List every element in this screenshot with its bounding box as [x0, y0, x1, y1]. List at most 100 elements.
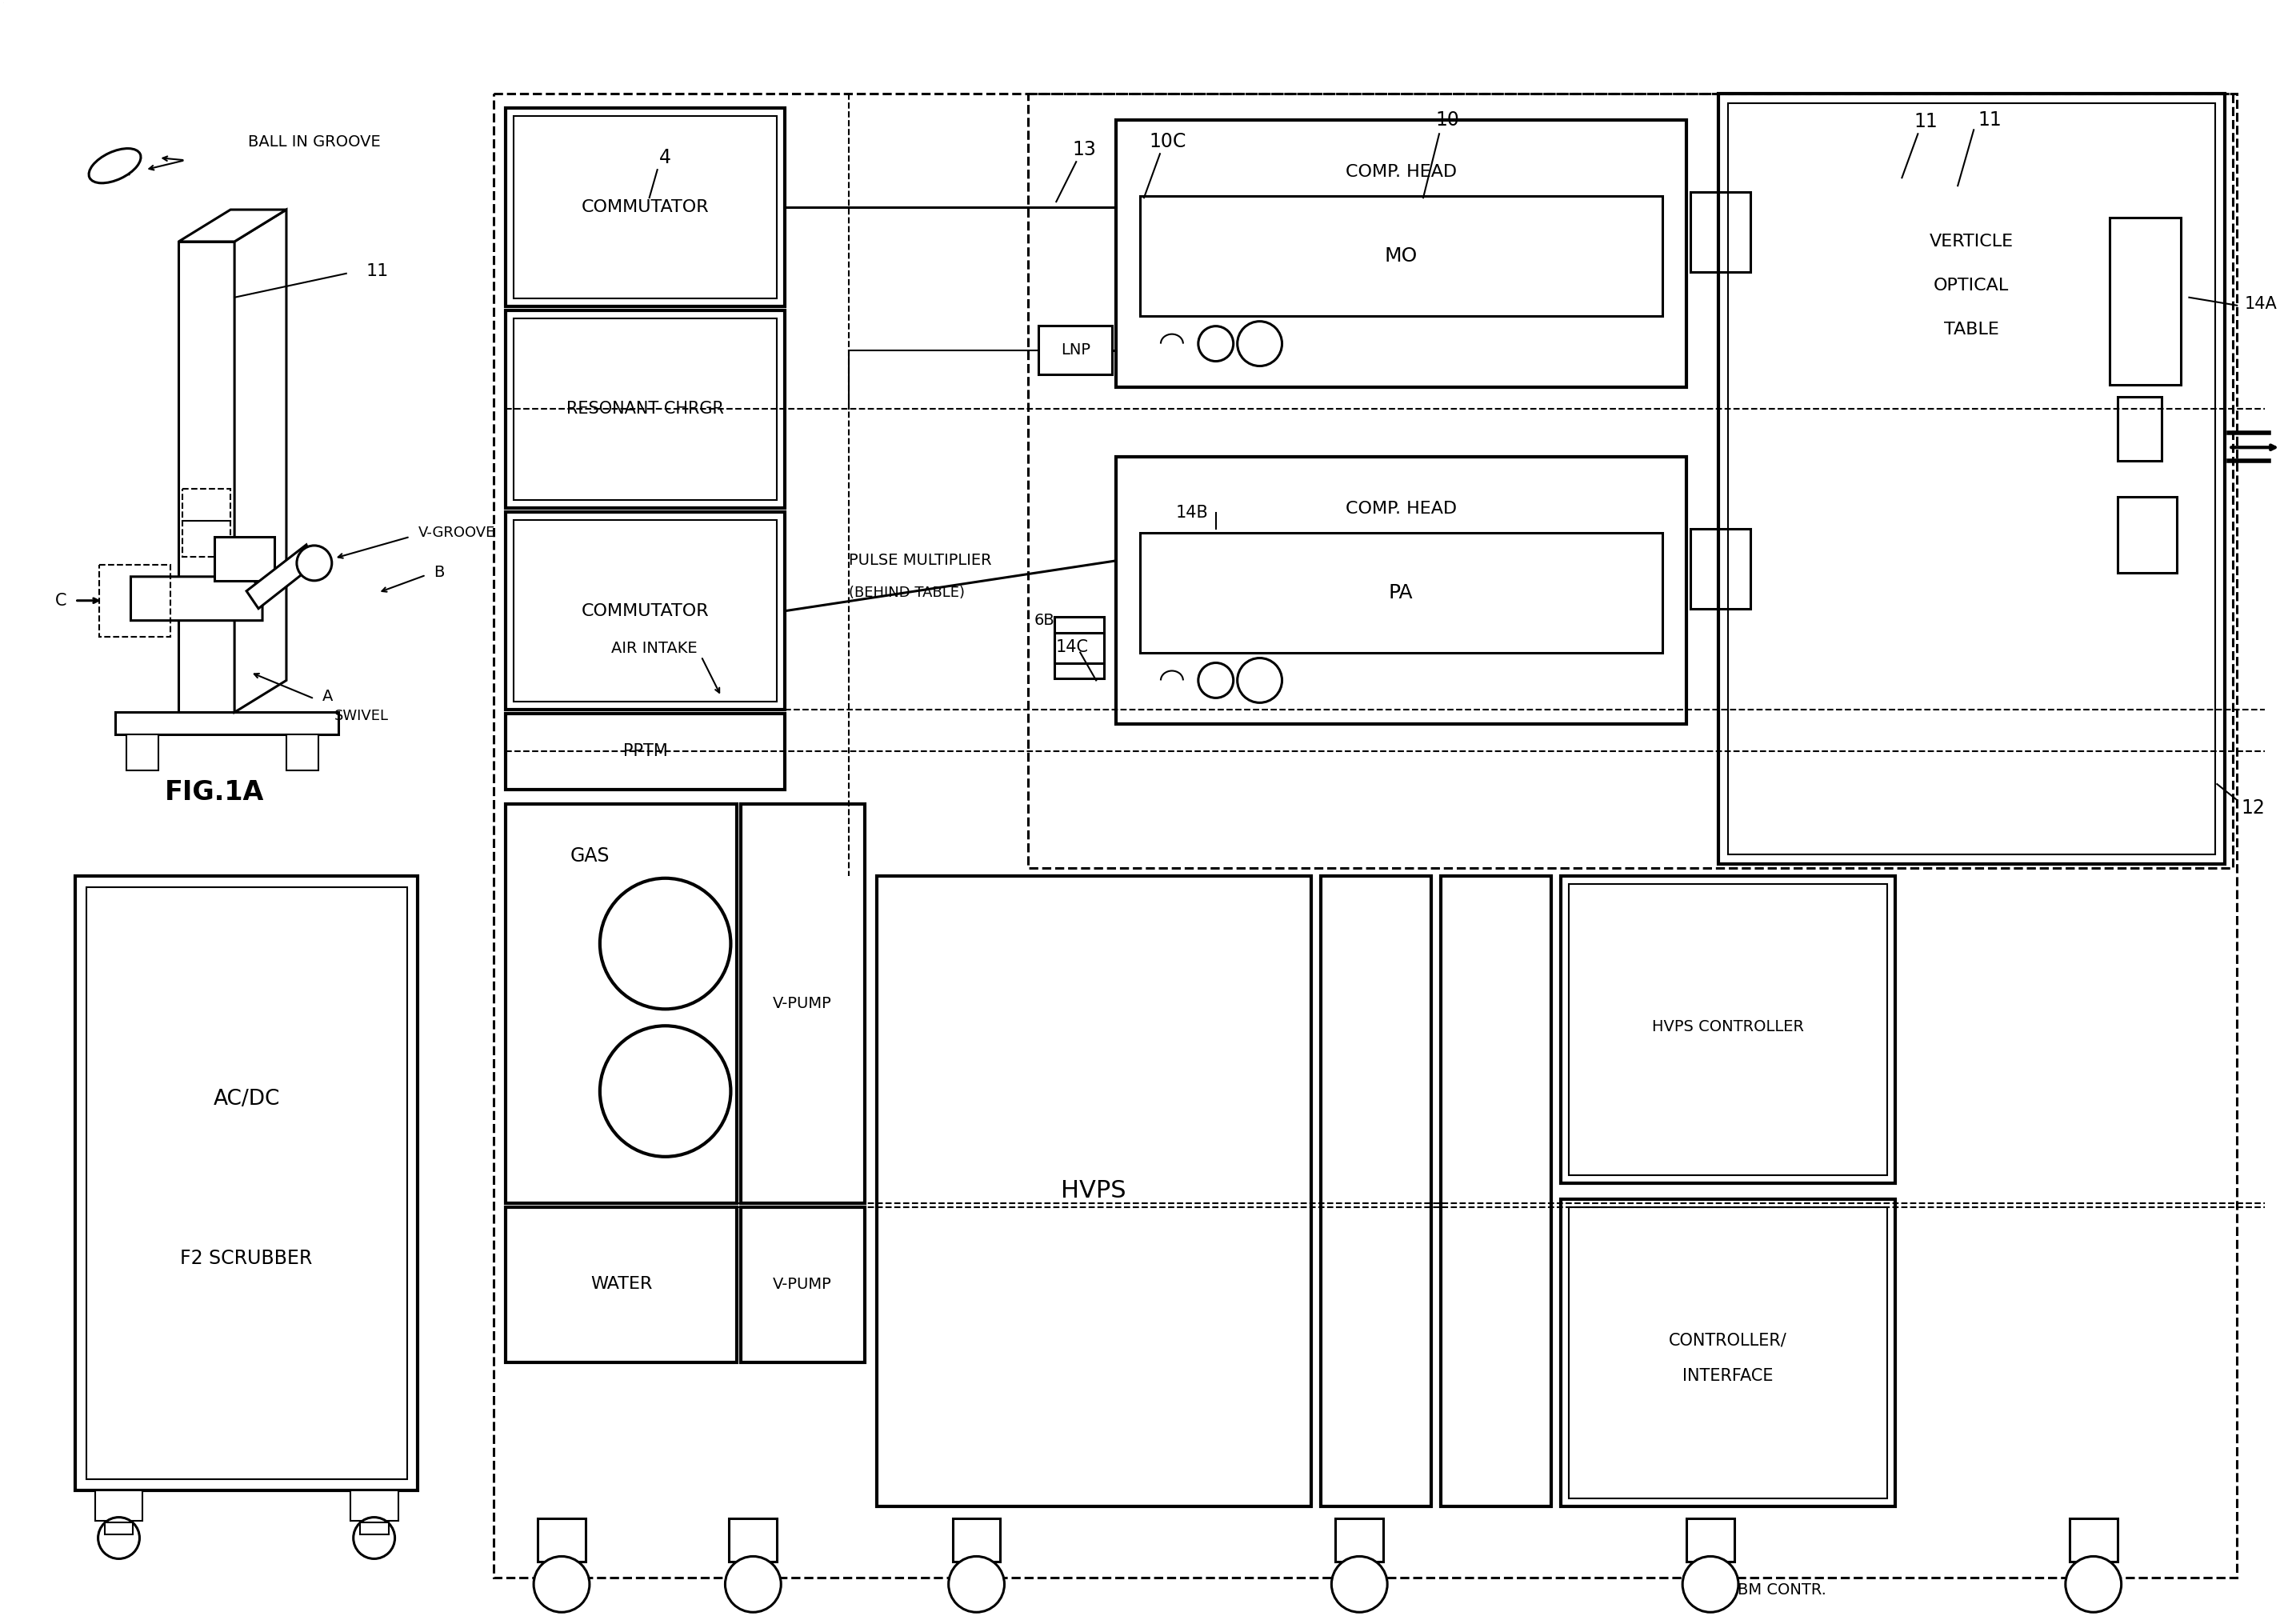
Text: 11: 11 — [1978, 110, 2001, 130]
Text: 13: 13 — [1073, 140, 1096, 159]
Text: 10C: 10C — [1148, 132, 1187, 151]
Text: 10: 10 — [1435, 110, 1460, 130]
Polygon shape — [131, 577, 261, 620]
Bar — [740, 804, 864, 1203]
Text: FIG.1A: FIG.1A — [165, 780, 264, 806]
Bar — [1561, 875, 1895, 1182]
Text: PA: PA — [1389, 583, 1414, 603]
Bar — [740, 1207, 864, 1363]
Text: COMP. HEAD: COMP. HEAD — [1345, 164, 1455, 180]
Bar — [1442, 875, 1552, 1505]
Text: COMMUTATOR: COMMUTATOR — [582, 603, 708, 619]
Text: 4: 4 — [660, 148, 672, 167]
Bar — [105, 1522, 133, 1535]
Circle shape — [1238, 658, 1281, 703]
Text: AC/DC: AC/DC — [213, 1088, 280, 1109]
Text: WATER: WATER — [591, 1276, 653, 1293]
Bar — [729, 1518, 777, 1562]
Polygon shape — [248, 544, 314, 609]
Circle shape — [724, 1556, 782, 1613]
Ellipse shape — [89, 148, 140, 184]
Circle shape — [1332, 1556, 1387, 1613]
Text: LNP: LNP — [1061, 343, 1091, 357]
Text: BALL IN GROOVE: BALL IN GROOVE — [248, 135, 380, 149]
Bar — [2118, 497, 2177, 573]
Text: TABLE: TABLE — [1944, 322, 1999, 338]
Bar — [94, 1491, 142, 1520]
Text: B: B — [433, 565, 445, 580]
Circle shape — [2065, 1556, 2122, 1613]
Bar — [1336, 1518, 1384, 1562]
Bar — [507, 310, 784, 508]
Text: SWIVEL: SWIVEL — [335, 710, 390, 723]
Text: 12: 12 — [2242, 799, 2264, 817]
Bar — [2109, 218, 2182, 385]
Circle shape — [353, 1517, 394, 1559]
Circle shape — [1238, 322, 1281, 365]
Bar — [1029, 94, 2232, 867]
Bar — [513, 117, 777, 299]
Bar — [1320, 875, 1430, 1505]
Bar — [1568, 883, 1889, 1176]
Polygon shape — [234, 209, 286, 713]
Text: 11: 11 — [1914, 112, 1937, 132]
Text: VERTICLE: VERTICLE — [1930, 234, 2012, 250]
Text: F2 SCRUBBER: F2 SCRUBBER — [181, 1249, 312, 1268]
Bar — [126, 734, 158, 770]
Bar — [507, 512, 784, 710]
Bar — [507, 109, 784, 307]
Circle shape — [949, 1556, 1004, 1613]
Bar — [99, 565, 170, 637]
Text: PPTM: PPTM — [623, 744, 667, 760]
Text: V-GROOVE: V-GROOVE — [417, 526, 495, 539]
Bar — [1116, 456, 1687, 724]
Text: COMMUTATOR: COMMUTATOR — [582, 200, 708, 216]
Text: (BEHIND TABLE): (BEHIND TABLE) — [848, 585, 965, 599]
Text: 14B: 14B — [1176, 505, 1208, 521]
Bar — [1561, 1199, 1895, 1505]
Bar — [513, 520, 777, 702]
Bar — [493, 94, 2237, 1579]
Text: MO: MO — [1384, 247, 1416, 266]
Bar — [351, 1491, 399, 1520]
Circle shape — [1199, 663, 1233, 698]
Circle shape — [601, 879, 731, 1009]
Text: 14C: 14C — [1057, 638, 1089, 654]
Bar — [507, 715, 784, 789]
Bar — [1691, 529, 1751, 609]
Text: BM CONTR.: BM CONTR. — [1737, 1582, 1827, 1598]
Bar — [360, 1522, 387, 1535]
Text: COMP. HEAD: COMP. HEAD — [1345, 500, 1455, 516]
Bar — [1038, 325, 1112, 375]
Bar — [1139, 197, 1662, 315]
Bar — [183, 489, 231, 557]
Polygon shape — [115, 713, 339, 734]
Bar — [1719, 94, 2226, 864]
Bar — [1687, 1518, 1735, 1562]
Bar — [1691, 192, 1751, 271]
Bar — [1728, 104, 2216, 854]
Bar — [1054, 632, 1105, 679]
Circle shape — [534, 1556, 589, 1613]
Bar — [87, 887, 406, 1479]
Text: HVPS CONTROLLER: HVPS CONTROLLER — [1653, 1018, 1804, 1034]
Text: 11: 11 — [367, 263, 390, 279]
Bar — [179, 242, 234, 713]
Circle shape — [1199, 326, 1233, 361]
Bar — [2118, 398, 2161, 461]
Bar — [507, 804, 738, 1203]
Bar — [286, 734, 319, 770]
Text: C: C — [55, 593, 66, 609]
Text: A: A — [323, 689, 332, 703]
Bar — [513, 318, 777, 500]
Text: INTERFACE: INTERFACE — [1682, 1367, 1774, 1384]
Bar — [539, 1518, 584, 1562]
Bar — [1054, 617, 1105, 663]
Text: 14A: 14A — [2244, 296, 2278, 312]
Circle shape — [99, 1517, 140, 1559]
Circle shape — [296, 546, 332, 581]
Bar — [1139, 533, 1662, 653]
Text: V-PUMP: V-PUMP — [772, 996, 832, 1012]
Bar — [215, 538, 275, 581]
Bar — [953, 1518, 999, 1562]
